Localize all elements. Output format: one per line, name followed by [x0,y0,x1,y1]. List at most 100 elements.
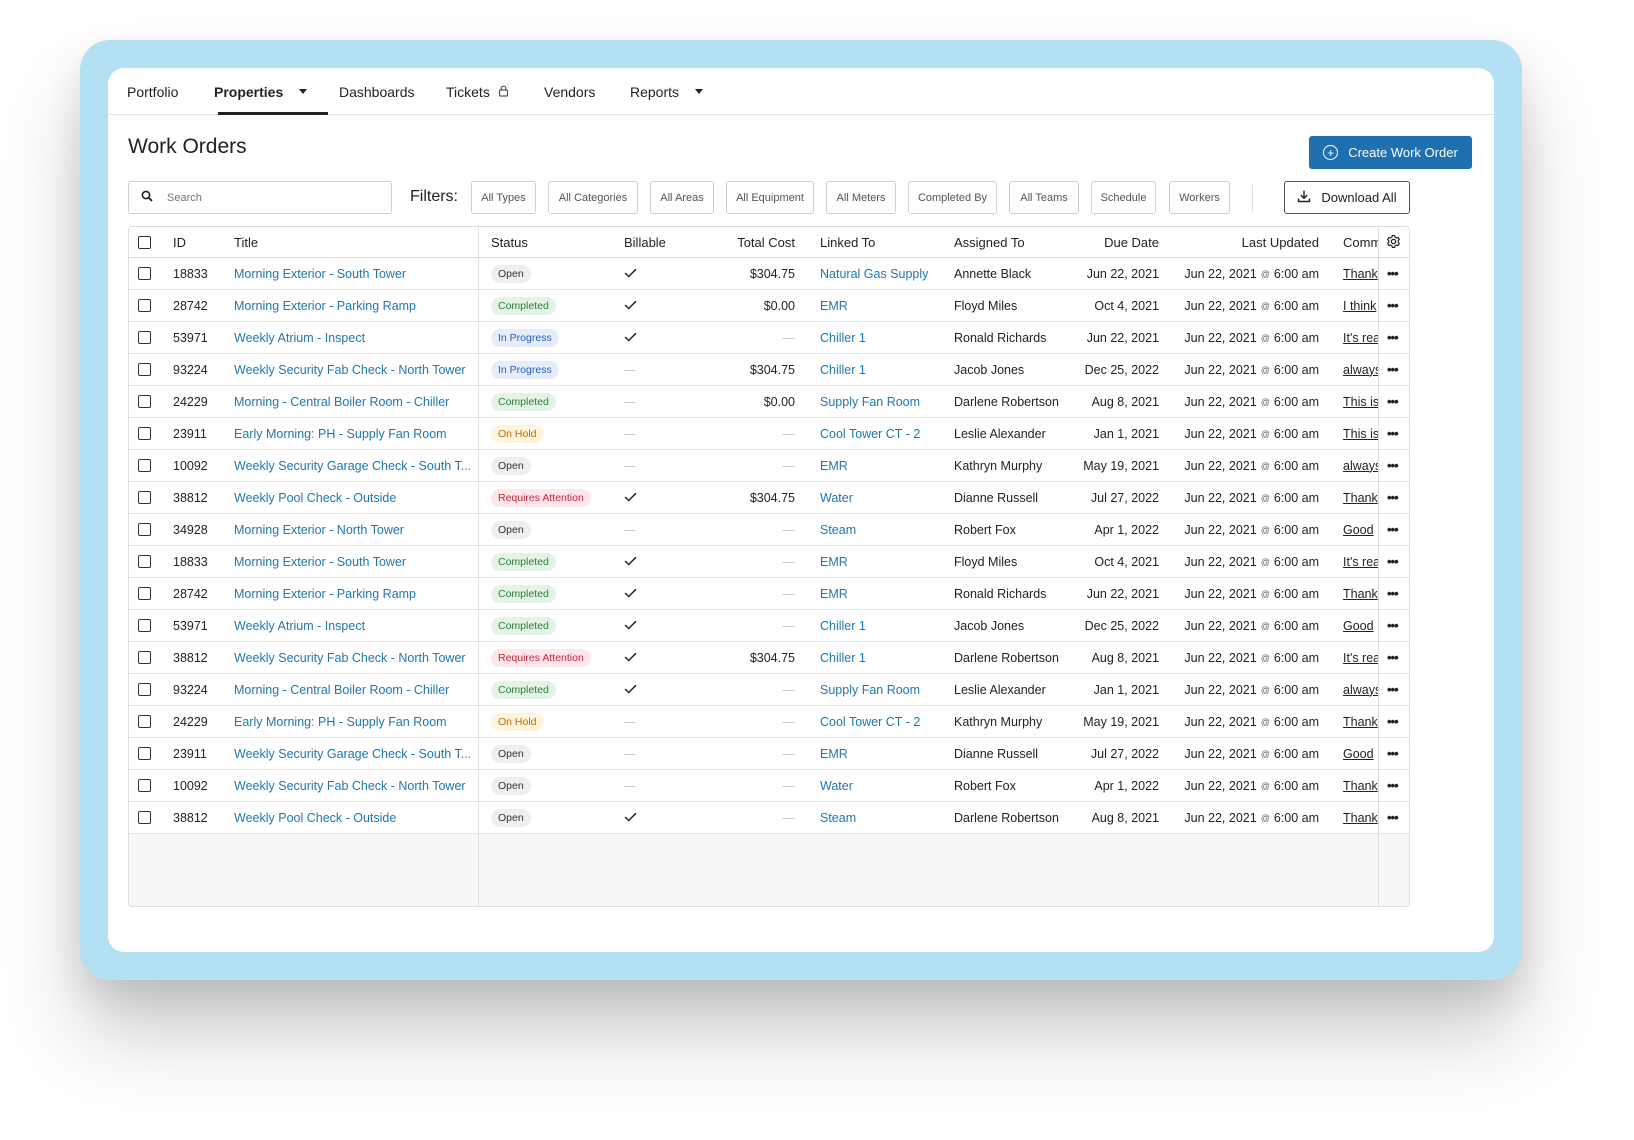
row-checkbox[interactable] [138,587,151,600]
linked-to-link[interactable]: Chiller 1 [820,330,866,345]
nav-vendors[interactable]: Vendors [544,68,595,115]
row-actions[interactable]: ••• [1387,258,1407,289]
linked-to-link[interactable]: Steam [820,810,857,825]
comment-link[interactable]: Thank [1343,714,1378,729]
linked-to-link[interactable]: Cool Tower CT - 2 [820,426,921,441]
work-order-title-link[interactable]: Morning Exterior - North Tower [234,522,404,537]
row-checkbox[interactable] [138,619,151,632]
col-comments[interactable]: Comm [1343,235,1379,250]
col-title[interactable]: Title [234,235,259,250]
table-row[interactable]: 18833 Morning Exterior - South Tower Compl… [129,546,1409,578]
filter-types[interactable]: All Types [471,181,536,214]
table-row[interactable]: 38812 Weekly Pool Check - Outside Requires… [129,482,1409,514]
work-order-title-link[interactable]: Weekly Atrium - Inspect [234,618,366,633]
nav-reports[interactable]: Reports [630,68,704,115]
row-actions[interactable]: ••• [1387,674,1407,705]
row-checkbox[interactable] [138,715,151,728]
row-actions[interactable]: ••• [1387,482,1407,513]
comment-link[interactable]: Thank [1343,266,1378,281]
row-checkbox[interactable] [138,459,151,472]
nav-portfolio[interactable]: Portfolio [127,68,178,115]
row-checkbox[interactable] [138,267,151,280]
row-checkbox[interactable] [138,747,151,760]
linked-to-link[interactable]: Chiller 1 [820,650,866,665]
linked-to-link[interactable]: Natural Gas Supply [820,266,929,281]
table-row[interactable]: 34928 Morning Exterior - North Tower Open —… [129,514,1409,546]
col-due-date[interactable]: Due Date [1104,235,1159,250]
table-row[interactable]: 38812 Weekly Pool Check - Outside Open — Ste… [129,802,1409,834]
linked-to-link[interactable]: Water [820,778,853,793]
row-actions[interactable]: ••• [1387,770,1407,801]
row-actions[interactable]: ••• [1387,418,1407,449]
table-row[interactable]: 28742 Morning Exterior - Parking Ramp Comp… [129,290,1409,322]
row-checkbox[interactable] [138,523,151,536]
linked-to-link[interactable]: EMR [820,554,848,569]
row-actions[interactable]: ••• [1387,578,1407,609]
table-row[interactable]: 10092 Weekly Security Garage Check - Sout… [129,450,1409,482]
filter-schedule[interactable]: Schedule [1091,181,1156,214]
row-actions[interactable]: ••• [1387,290,1407,321]
search-input[interactable] [167,191,367,204]
comment-link[interactable]: Thank [1343,778,1378,793]
nav-properties[interactable]: Properties [214,68,308,115]
filter-equipment[interactable]: All Equipment [726,181,814,214]
linked-to-link[interactable]: EMR [820,458,848,473]
work-order-title-link[interactable]: Early Morning: PH - Supply Fan Room [234,426,447,441]
linked-to-link[interactable]: EMR [820,586,848,601]
col-id[interactable]: ID [173,235,186,250]
table-row[interactable]: 53971 Weekly Atrium - Inspect Completed — Ch… [129,610,1409,642]
row-actions[interactable]: ••• [1387,610,1407,641]
row-checkbox[interactable] [138,427,151,440]
work-order-title-link[interactable]: Weekly Security Fab Check - North Tower [234,650,466,665]
col-assigned-to[interactable]: Assigned To [954,235,1025,250]
comment-link[interactable]: Thank [1343,586,1378,601]
work-order-title-link[interactable]: Morning Exterior - Parking Ramp [234,298,417,313]
comment-link[interactable]: It's rea [1343,554,1379,569]
table-row[interactable]: 24229 Early Morning: PH - Supply Fan Room… [129,706,1409,738]
row-checkbox[interactable] [138,299,151,312]
filter-completed-by[interactable]: Completed By [908,181,997,214]
row-actions[interactable]: ••• [1387,802,1407,833]
col-billable[interactable]: Billable [624,235,666,250]
row-actions[interactable]: ••• [1387,322,1407,353]
work-order-title-link[interactable]: Weekly Security Garage Check - South T..… [234,458,472,473]
row-actions[interactable]: ••• [1387,546,1407,577]
filter-meters[interactable]: All Meters [826,181,896,214]
column-settings[interactable] [1386,227,1401,258]
comment-link[interactable]: It's rea [1343,330,1379,345]
linked-to-link[interactable]: Steam [820,522,857,537]
download-all-button[interactable]: Download All [1284,181,1410,214]
work-order-title-link[interactable]: Morning Exterior - South Tower [234,266,407,281]
row-checkbox[interactable] [138,779,151,792]
filter-workers[interactable]: Workers [1169,181,1230,214]
row-actions[interactable]: ••• [1387,642,1407,673]
comment-link[interactable]: Good [1343,522,1374,537]
filter-categories[interactable]: All Categories [548,181,638,214]
row-actions[interactable]: ••• [1387,706,1407,737]
row-actions[interactable]: ••• [1387,514,1407,545]
comment-link[interactable]: I think [1343,298,1377,313]
nav-dashboards[interactable]: Dashboards [339,68,415,115]
table-row[interactable]: 38812 Weekly Security Fab Check - North T… [129,642,1409,674]
comment-link[interactable]: always [1343,682,1379,697]
row-actions[interactable]: ••• [1387,738,1407,769]
col-linked-to[interactable]: Linked To [820,235,876,250]
comment-link[interactable]: always [1343,458,1379,473]
table-row[interactable]: 53971 Weekly Atrium - Inspect In Progress —… [129,322,1409,354]
table-row[interactable]: 23911 Early Morning: PH - Supply Fan Room… [129,418,1409,450]
search-box[interactable] [128,181,392,214]
filter-areas[interactable]: All Areas [650,181,714,214]
col-status[interactable]: Status [491,235,528,250]
filter-teams[interactable]: All Teams [1009,181,1079,214]
comment-link[interactable]: Thank [1343,490,1378,505]
comment-link[interactable]: Thank [1343,810,1378,825]
linked-to-link[interactable]: Supply Fan Room [820,394,921,409]
row-checkbox[interactable] [138,395,151,408]
linked-to-link[interactable]: EMR [820,746,848,761]
work-order-title-link[interactable]: Weekly Atrium - Inspect [234,330,366,345]
work-order-title-link[interactable]: Weekly Security Fab Check - North Tower [234,778,466,793]
select-all-checkbox[interactable] [138,236,151,249]
work-order-title-link[interactable]: Morning Exterior - Parking Ramp [234,586,417,601]
comment-link[interactable]: Good [1343,618,1374,633]
row-checkbox[interactable] [138,555,151,568]
